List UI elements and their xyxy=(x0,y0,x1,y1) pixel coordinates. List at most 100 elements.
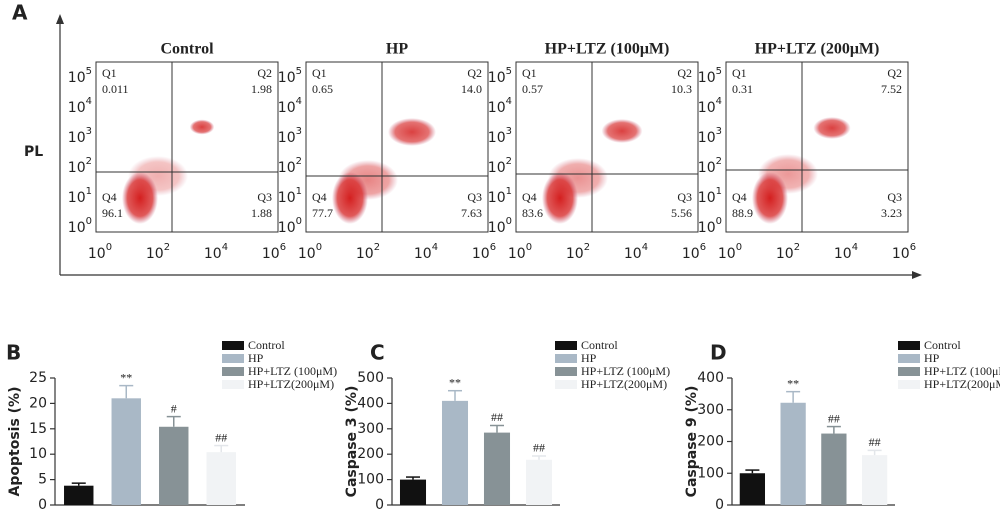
tick-label: 100 xyxy=(508,242,532,262)
tick-base: 10 xyxy=(488,160,506,176)
panel-title: HP+LTZ (100μM) xyxy=(545,41,670,58)
tick-base: 10 xyxy=(68,130,86,146)
tick-exponent: 1 xyxy=(716,186,722,197)
quadrant-value: 7.63 xyxy=(461,206,482,220)
quadrant-value: 96.1 xyxy=(102,206,123,220)
tick-exponent: 2 xyxy=(164,242,170,253)
legend-swatch xyxy=(555,341,577,350)
tick-exponent: 1 xyxy=(506,186,512,197)
legend-swatch xyxy=(222,367,244,376)
tick-exponent: 6 xyxy=(700,242,706,253)
tick-label: 100 xyxy=(488,216,512,236)
quadrant-name: Q1 xyxy=(522,66,537,80)
tick-label: 100 xyxy=(698,216,722,236)
tick-exponent: 5 xyxy=(506,66,512,77)
legend-label: HP+LTZ (100μM) xyxy=(248,364,337,378)
tick-label: 104 xyxy=(488,96,512,116)
quadrant-value: 1.88 xyxy=(251,206,272,220)
quadrant-value: 3.23 xyxy=(881,206,902,220)
legend-label: Control xyxy=(248,338,285,352)
tick-label: 103 xyxy=(278,126,302,146)
quadrant-value: 1.98 xyxy=(251,82,272,96)
quadrant-name: Q2 xyxy=(257,66,272,80)
tick-base: 10 xyxy=(298,246,316,262)
tick-exponent: 5 xyxy=(86,66,92,77)
quadrant-value: 14.0 xyxy=(461,82,482,96)
panel-label: B xyxy=(6,341,21,365)
cell-cloud xyxy=(813,117,851,139)
tick-label: 104 xyxy=(204,242,228,262)
bar xyxy=(441,400,469,505)
tick-base: 10 xyxy=(698,100,716,116)
tick-base: 10 xyxy=(698,70,716,86)
tick-label: 106 xyxy=(892,242,916,262)
tick-exponent: 2 xyxy=(794,242,800,253)
quadrant-value: 0.65 xyxy=(312,82,333,96)
tick-exponent: 6 xyxy=(280,242,286,253)
tick-exponent: 4 xyxy=(296,96,302,107)
tick-label: 103 xyxy=(68,126,92,146)
tick-base: 10 xyxy=(278,220,296,236)
tick-exponent: 2 xyxy=(374,242,380,253)
tick-exponent: 5 xyxy=(296,66,302,77)
tick-base: 10 xyxy=(278,100,296,116)
cell-cloud xyxy=(189,119,215,135)
quadrant-value: 10.3 xyxy=(671,82,692,96)
y-tick-label: 25 xyxy=(29,370,47,386)
tick-base: 10 xyxy=(414,246,432,262)
tick-base: 10 xyxy=(146,246,164,262)
quadrant-value: 0.57 xyxy=(522,82,543,96)
tick-base: 10 xyxy=(624,246,642,262)
tick-base: 10 xyxy=(682,246,700,262)
quadrant-value: 7.52 xyxy=(881,82,902,96)
bar xyxy=(399,479,427,505)
tick-base: 10 xyxy=(88,246,106,262)
panel-title: HP+LTZ (200μM) xyxy=(755,41,880,58)
tick-exponent: 1 xyxy=(86,186,92,197)
quadrant-value: 77.7 xyxy=(312,206,333,220)
tick-exponent: 2 xyxy=(716,156,722,167)
y-tick-label: 400 xyxy=(697,370,724,386)
quadrant-name: Q4 xyxy=(102,190,117,204)
tick-label: 102 xyxy=(698,156,722,176)
tick-exponent: 3 xyxy=(716,126,722,137)
tick-exponent: 0 xyxy=(526,242,532,253)
annotation: ** xyxy=(449,375,461,389)
tick-exponent: 4 xyxy=(852,242,858,253)
legend-label: HP xyxy=(581,351,597,365)
annotation: # xyxy=(171,401,177,415)
tick-label: 105 xyxy=(488,66,512,86)
y-tick-label: 100 xyxy=(357,472,384,488)
y-tick-label: 100 xyxy=(697,465,724,481)
quadrant-value: 88.9 xyxy=(732,206,753,220)
tick-label: 104 xyxy=(68,96,92,116)
annotation: ## xyxy=(491,410,503,424)
tick-exponent: 2 xyxy=(506,156,512,167)
tick-exponent: 5 xyxy=(716,66,722,77)
tick-base: 10 xyxy=(68,100,86,116)
tick-label: 101 xyxy=(698,186,722,206)
y-tick-label: 400 xyxy=(357,395,384,411)
tick-base: 10 xyxy=(488,100,506,116)
tick-base: 10 xyxy=(68,160,86,176)
y-tick-label: 300 xyxy=(697,402,724,418)
y-axis-label: PL xyxy=(24,144,43,160)
annotation: ## xyxy=(828,411,840,425)
tick-label: 104 xyxy=(414,242,438,262)
tick-label: 100 xyxy=(298,242,322,262)
tick-exponent: 0 xyxy=(716,216,722,227)
panel-label: D xyxy=(710,341,727,365)
annotation: ** xyxy=(120,370,132,384)
tick-exponent: 4 xyxy=(86,96,92,107)
tick-label: 102 xyxy=(776,242,800,262)
tick-label: 103 xyxy=(698,126,722,146)
tick-exponent: 0 xyxy=(296,216,302,227)
tick-exponent: 0 xyxy=(86,216,92,227)
tick-base: 10 xyxy=(488,220,506,236)
tick-base: 10 xyxy=(278,190,296,206)
quadrant-name: Q1 xyxy=(312,66,327,80)
annotation: ** xyxy=(787,376,799,390)
quadrant-name: Q3 xyxy=(467,190,482,204)
tick-exponent: 4 xyxy=(222,242,228,253)
tick-label: 104 xyxy=(278,96,302,116)
